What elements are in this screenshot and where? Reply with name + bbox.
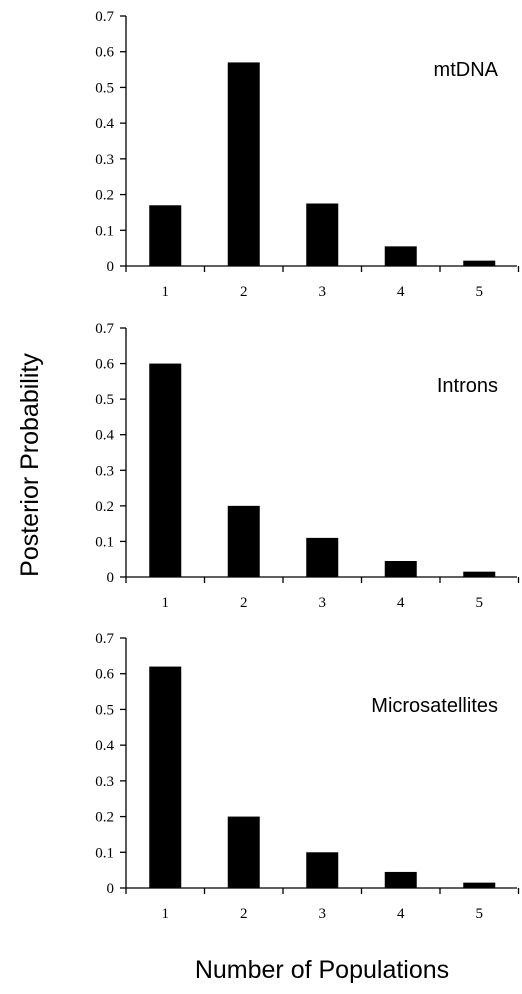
y-tick-label: 0.4 — [95, 116, 114, 132]
x-tick-label: 1 — [162, 906, 170, 922]
bar-2 — [227, 505, 260, 577]
bar-2 — [227, 816, 260, 888]
bar-1 — [149, 363, 182, 577]
y-tick-label: 0.6 — [95, 45, 114, 61]
x-tick-label: 2 — [240, 284, 248, 300]
x-tick-label: 4 — [397, 906, 405, 922]
y-tick-label: 0.4 — [95, 428, 114, 444]
y-tick-label: 0.7 — [95, 9, 114, 25]
bar-3 — [306, 203, 339, 266]
bar-3 — [306, 537, 339, 577]
panel-3: 0 0.1 0.2 0.3 0.4 0.5 0.6 0.7 1 2 3 4 5 Microsatellit… — [95, 631, 520, 922]
y-tick-label: 0.1 — [95, 534, 114, 550]
x-tick-label: 5 — [476, 595, 484, 611]
panel-1: 0 0.1 0.2 0.3 0.4 0.5 0.6 0.7 1 2 3 4 5 mtDNA — [95, 9, 520, 300]
bar-4 — [384, 246, 417, 266]
y-tick-label: 0 — [107, 570, 115, 586]
y-tick-label: 0.2 — [95, 188, 114, 204]
bar-2 — [227, 62, 260, 266]
bar-4 — [384, 560, 417, 577]
y-axis-title: Posterior Probability — [16, 353, 44, 577]
y-tick-label: 0.5 — [95, 80, 114, 96]
y-tick-label: 0 — [107, 259, 115, 275]
panel-2: 0 0.1 0.2 0.3 0.4 0.5 0.6 0.7 1 2 3 4 5 Introns — [95, 321, 520, 611]
y-tick-label: 0.7 — [95, 321, 114, 337]
x-tick-label: 2 — [240, 595, 248, 611]
y-tick-label: 0.3 — [95, 463, 114, 479]
bar-1 — [149, 666, 182, 888]
x-tick-label: 2 — [240, 906, 248, 922]
panel-label: Introns — [437, 375, 498, 397]
y-tick-label: 0.1 — [95, 223, 114, 239]
x-tick-label: 4 — [397, 595, 405, 611]
y-tick-label: 0.6 — [95, 667, 114, 683]
x-tick-label: 1 — [162, 284, 170, 300]
bar-3 — [306, 852, 339, 888]
x-tick-label: 3 — [319, 906, 327, 922]
y-tick-label: 0.2 — [95, 499, 114, 515]
x-tick-label: 4 — [397, 284, 405, 300]
y-tick-label: 0.7 — [95, 631, 114, 647]
x-tick-label: 1 — [162, 595, 170, 611]
x-tick-label: 5 — [476, 906, 484, 922]
y-tick-label: 0 — [107, 881, 115, 897]
x-tick-label: 5 — [476, 284, 484, 300]
y-tick-label: 0.6 — [95, 357, 114, 373]
bar-5 — [463, 571, 496, 577]
chart-panels: 00.10.20.30.40.50.60.71 2 3 4 5mtDNA00.10.20… — [95, 9, 520, 922]
y-tick-label: 0.3 — [95, 152, 114, 168]
y-tick-label: 0.1 — [95, 845, 114, 861]
panel-label: Microsatellites — [371, 695, 498, 717]
y-tick-label: 0.3 — [95, 774, 114, 790]
bar-1 — [149, 205, 182, 266]
y-tick-label: 0.5 — [95, 392, 114, 408]
y-tick-label: 0.2 — [95, 810, 114, 826]
y-tick-label: 0.5 — [95, 702, 114, 718]
y-tick-label: 0.4 — [95, 738, 114, 754]
bar-4 — [384, 871, 417, 888]
x-axis-title: Number of Populations — [195, 956, 449, 984]
bar-5 — [463, 882, 496, 888]
bar-5 — [463, 260, 496, 266]
panel-label: mtDNA — [434, 59, 499, 81]
x-tick-label: 3 — [319, 284, 327, 300]
x-tick-label: 3 — [319, 595, 327, 611]
